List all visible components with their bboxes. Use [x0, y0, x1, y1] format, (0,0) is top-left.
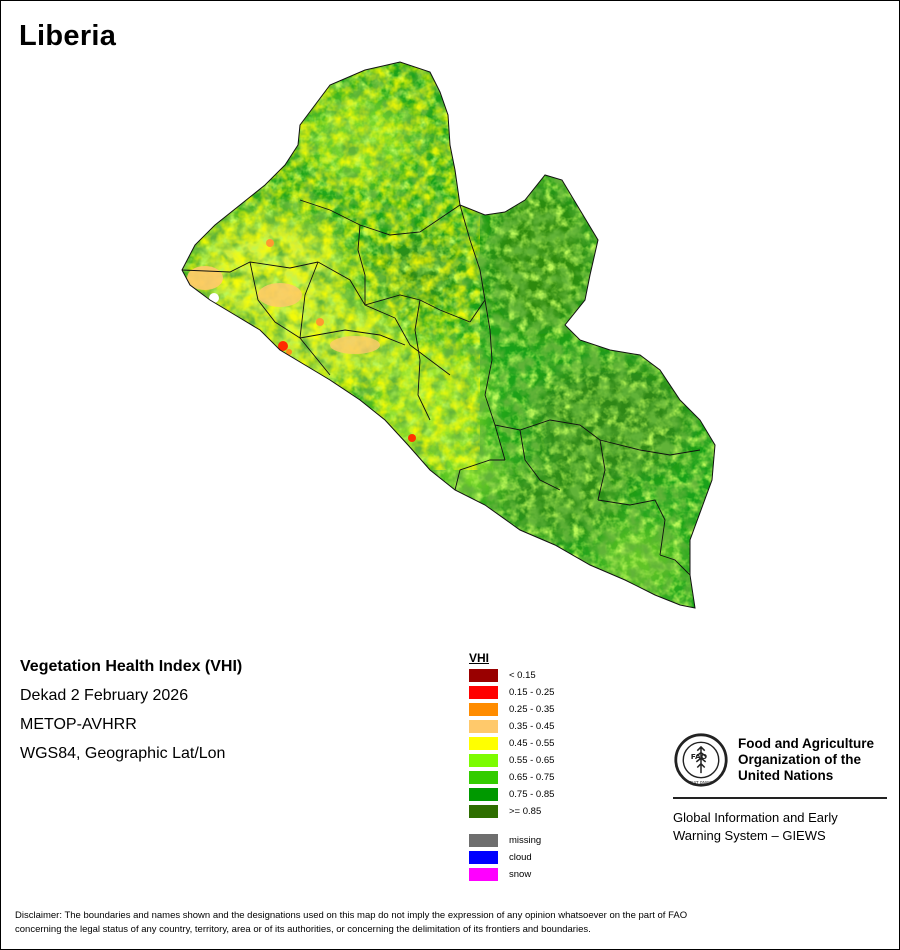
legend-class-label: 0.55 - 0.65 — [509, 755, 555, 766]
legend-class-row: 0.45 - 0.55 — [469, 735, 554, 752]
legend-other-row: snow — [469, 866, 554, 883]
county-boundaries — [181, 199, 701, 576]
svg-text:FAO: FAO — [691, 752, 707, 761]
legend-class-row: 0.35 - 0.45 — [469, 718, 554, 735]
legend-class-label: 0.35 - 0.45 — [509, 721, 555, 732]
fao-org-name: Food and Agriculture Organization of the… — [738, 736, 874, 783]
fao-logo-icon: FAO FIAT PANIS — [674, 733, 728, 787]
map-title: Liberia — [19, 20, 117, 52]
legend-class-swatch — [469, 703, 498, 716]
legend-class-swatch — [469, 788, 498, 801]
legend-class-swatch — [469, 737, 498, 750]
legend-other-row: cloud — [469, 849, 554, 866]
legend-class-swatch — [469, 720, 498, 733]
index-name: Vegetation Health Index (VHI) — [20, 658, 243, 675]
legend-other-label: snow — [509, 869, 532, 880]
legend-other-swatch — [469, 851, 498, 864]
legend-class-row: 0.75 - 0.85 — [469, 786, 554, 803]
fao-block: FAO FIAT PANIS Food and Agriculture Orga… — [673, 732, 888, 845]
legend-other-label: cloud — [509, 852, 532, 863]
legend-class-label: 0.45 - 0.55 — [509, 738, 555, 749]
legend-class-label: 0.25 - 0.35 — [509, 704, 555, 715]
vhi-map — [181, 61, 716, 609]
giews-name: Global Information and Early Warning Sys… — [673, 810, 838, 843]
disclaimer: Disclaimer: The boundaries and names sho… — [15, 910, 688, 935]
legend-class-row: 0.25 - 0.35 — [469, 701, 554, 718]
legend-class-label: 0.75 - 0.85 — [509, 789, 555, 800]
projection-label: WGS84, Geographic Lat/Lon — [20, 745, 226, 762]
legend-class-label: < 0.15 — [509, 670, 536, 681]
svg-text:FIAT PANIS: FIAT PANIS — [690, 780, 713, 785]
vhi-legend: VHI < 0.15 0.15 - 0.25 0.25 - 0.35 0.35 - 0… — [469, 651, 554, 883]
fao-divider — [673, 797, 887, 799]
legend-class-swatch — [469, 771, 498, 784]
legend-class-label: 0.65 - 0.75 — [509, 772, 555, 783]
legend-class-row: 0.15 - 0.25 — [469, 684, 554, 701]
legend-class-swatch — [469, 686, 498, 699]
legend-title: VHI — [469, 651, 490, 665]
legend-class-label: >= 0.85 — [509, 806, 542, 817]
legend-classes: < 0.15 0.15 - 0.25 0.25 - 0.35 0.35 - 0.45 0… — [469, 667, 554, 820]
legend-class-label: 0.15 - 0.25 — [509, 687, 555, 698]
legend-class-swatch — [469, 669, 498, 682]
map-info: Vegetation Health Index (VHI) Dekad 2 Fe… — [20, 658, 242, 774]
legend-class-row: >= 0.85 — [469, 803, 554, 820]
legend-class-row: < 0.15 — [469, 667, 554, 684]
legend-other: missing cloud snow — [469, 832, 554, 883]
legend-class-row: 0.55 - 0.65 — [469, 752, 554, 769]
legend-other-swatch — [469, 868, 498, 881]
legend-class-swatch — [469, 805, 498, 818]
legend-class-row: 0.65 - 0.75 — [469, 769, 554, 786]
legend-other-row: missing — [469, 832, 554, 849]
vhi-raster — [182, 62, 715, 608]
legend-other-swatch — [469, 834, 498, 847]
legend-class-swatch — [469, 754, 498, 767]
legend-other-label: missing — [509, 835, 542, 846]
sensor-label: METOP-AVHRR — [20, 716, 137, 733]
period-label: Dekad 2 February 2026 — [20, 687, 189, 704]
